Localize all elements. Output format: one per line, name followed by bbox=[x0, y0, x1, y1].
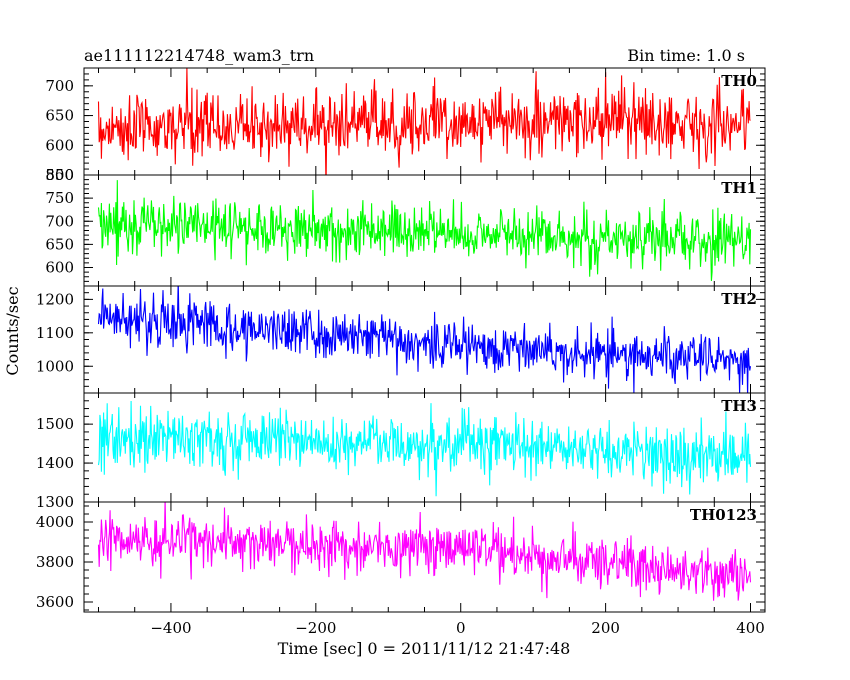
panels-group: 550 600 650 700 TH0 600 650 700 750 800 TH1 1000 110… bbox=[36, 67, 766, 637]
panel-label-th0: TH0 bbox=[721, 72, 757, 90]
y-tick-label: 750 bbox=[45, 189, 74, 207]
y-tick-label: 1100 bbox=[36, 324, 74, 342]
y-tick-label: 550 bbox=[45, 166, 74, 184]
x-tick-label: −200 bbox=[295, 619, 336, 637]
y-tick-label: 600 bbox=[45, 136, 74, 154]
y-tick-label: 3800 bbox=[36, 553, 74, 571]
x-tick-label: 400 bbox=[736, 619, 765, 637]
y-tick-label: 700 bbox=[45, 77, 74, 95]
x-tick-label: −400 bbox=[150, 619, 191, 637]
panel-label-th2: TH2 bbox=[721, 290, 757, 308]
y-tick-label: 1000 bbox=[36, 357, 74, 375]
y-tick-label: 1400 bbox=[36, 454, 74, 472]
series-line-th0 bbox=[97, 68, 751, 175]
y-tick-label: 800 bbox=[45, 166, 74, 184]
series-line-th0123 bbox=[97, 502, 752, 601]
panel-label-th3: TH3 bbox=[721, 397, 757, 415]
y-tick-label: 650 bbox=[45, 107, 74, 125]
y-tick-label: 700 bbox=[45, 212, 74, 230]
x-tick-label: 200 bbox=[591, 619, 620, 637]
x-tick-label: 0 bbox=[456, 619, 466, 637]
y-axis-label: Counts/sec bbox=[3, 286, 22, 375]
series-line-th3 bbox=[97, 400, 752, 497]
panel-label-th1: TH1 bbox=[721, 179, 757, 197]
y-tick-label: 600 bbox=[45, 259, 74, 277]
panel-label-th0123: TH0123 bbox=[690, 506, 757, 524]
y-tick-label: 1500 bbox=[36, 415, 74, 433]
chart-title: ae111112214748_wam3_trn bbox=[84, 46, 314, 65]
series-line-th2 bbox=[97, 286, 752, 393]
series-line-th1 bbox=[97, 180, 752, 281]
y-tick-label: 1300 bbox=[36, 493, 74, 511]
x-axis-label: Time [sec] 0 = 2011/11/12 21:47:48 bbox=[278, 639, 571, 658]
bin-time-label: Bin time: 1.0 s bbox=[627, 46, 745, 65]
y-tick-label: 4000 bbox=[36, 513, 74, 531]
y-tick-label: 1200 bbox=[36, 290, 74, 308]
y-tick-label: 650 bbox=[45, 235, 74, 253]
y-tick-label: 3600 bbox=[36, 593, 74, 611]
